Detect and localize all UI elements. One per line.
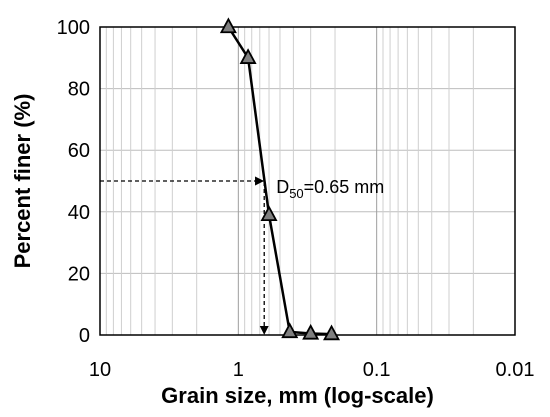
y-tick-label: 60 — [68, 140, 90, 162]
d50-guide — [100, 176, 269, 335]
data-point — [302, 323, 320, 340]
d50-symbol: D — [276, 177, 289, 197]
y-axis-title: Percent finer (%) — [10, 94, 35, 269]
y-tick-label: 40 — [68, 202, 90, 224]
y-tick-labels: 0 20 40 60 80 100 — [57, 17, 90, 347]
x-axis-title: Grain size, mm (log-scale) — [161, 383, 434, 408]
data-point — [239, 48, 257, 64]
grid — [100, 27, 515, 335]
series-markers — [219, 17, 341, 341]
x-tick-label: 1 — [233, 359, 244, 381]
x-tick-label: 0.1 — [363, 359, 391, 381]
d50-value: =0.65 mm — [304, 177, 385, 197]
x-tick-label: 10 — [89, 359, 111, 381]
y-tick-label: 0 — [79, 325, 90, 347]
x-tick-label: 0.01 — [496, 359, 535, 381]
data-point — [323, 324, 341, 341]
x-tick-labels: 10 1 0.1 0.01 — [89, 359, 535, 381]
data-point — [281, 322, 299, 339]
y-tick-label: 20 — [68, 263, 90, 285]
data-point — [260, 205, 278, 222]
y-tick-label: 80 — [68, 79, 90, 101]
d50-subscript: 50 — [289, 186, 303, 201]
y-tick-label: 100 — [57, 17, 90, 39]
d50-annotation: D50=0.65 mm — [276, 177, 384, 201]
data-point — [219, 17, 237, 34]
